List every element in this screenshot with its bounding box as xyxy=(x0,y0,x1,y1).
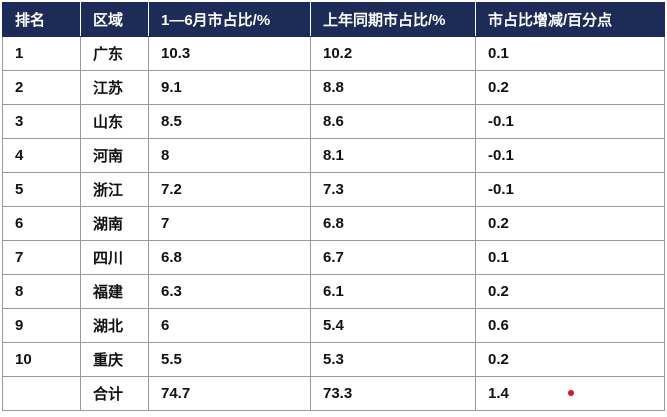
header-cell: 排名 xyxy=(2,2,81,37)
table-cell: 0.6 xyxy=(475,308,665,343)
table-cell: 5.4 xyxy=(310,308,476,343)
table-cell: 0.1 xyxy=(475,240,665,275)
table-cell: 0.2 xyxy=(475,342,665,377)
table-cell: 合计 xyxy=(80,376,149,411)
table-cell: 江苏 xyxy=(80,70,149,105)
table-row: 1 广东 10.3 10.2 0.1 xyxy=(2,36,665,71)
table-cell: 7 xyxy=(148,206,311,241)
table-row: 4 河南 8 8.1 -0.1 xyxy=(2,138,665,173)
table-cell: 8.6 xyxy=(310,104,476,139)
table-cell: 1.4 xyxy=(475,376,665,411)
table-cell: 河南 xyxy=(80,138,149,173)
table-cell: 5.5 xyxy=(148,342,311,377)
table-row: 10 重庆 5.5 5.3 0.2 xyxy=(2,342,665,377)
table-cell: 6 xyxy=(148,308,311,343)
table-cell: -0.1 xyxy=(475,172,665,207)
table-cell: 2 xyxy=(2,70,81,105)
table-cell: 9.1 xyxy=(148,70,311,105)
table-cell: 0.2 xyxy=(475,206,665,241)
table-cell: 8.8 xyxy=(310,70,476,105)
table-cell: 8.5 xyxy=(148,104,311,139)
table-cell: 广东 xyxy=(80,36,149,71)
decorative-dot xyxy=(568,390,574,396)
table-row: 8 福建 6.3 6.1 0.2 xyxy=(2,274,665,309)
header-cell: 区域 xyxy=(80,2,149,37)
table-row: 7 四川 6.8 6.7 0.1 xyxy=(2,240,665,275)
table-cell: 8.1 xyxy=(310,138,476,173)
table-cell: 山东 xyxy=(80,104,149,139)
table-row: 3 山东 8.5 8.6 -0.1 xyxy=(2,104,665,139)
table-cell: 6.8 xyxy=(310,206,476,241)
table-cell: 74.7 xyxy=(148,376,311,411)
table-cell: 73.3 xyxy=(310,376,476,411)
table-body: 1 广东 10.3 10.2 0.1 2 江苏 9.1 8.8 0.2 3 山东 8.5 8.6 -0.1 4… xyxy=(2,36,665,411)
table-cell: 6.7 xyxy=(310,240,476,275)
table-cell: 6 xyxy=(2,206,81,241)
header-cell: 市占比增减/百分点 xyxy=(475,2,665,37)
table-cell: 3 xyxy=(2,104,81,139)
table-cell: 8 xyxy=(148,138,311,173)
table-row: 6 湖南 7 6.8 0.2 xyxy=(2,206,665,241)
table-cell: 5.3 xyxy=(310,342,476,377)
table-cell: 7.2 xyxy=(148,172,311,207)
table-row: 合计 74.7 73.3 1.4 xyxy=(2,376,665,411)
table-cell: 7 xyxy=(2,240,81,275)
table-cell: 6.3 xyxy=(148,274,311,309)
table-cell: 湖南 xyxy=(80,206,149,241)
table-cell: 8 xyxy=(2,274,81,309)
table-row: 2 江苏 9.1 8.8 0.2 xyxy=(2,70,665,105)
table-cell: 4 xyxy=(2,138,81,173)
table-cell: 10.3 xyxy=(148,36,311,71)
header-cell: 1—6月市占比/% xyxy=(148,2,311,37)
table-cell: 6.1 xyxy=(310,274,476,309)
table-cell xyxy=(2,376,81,411)
table-cell: 5 xyxy=(2,172,81,207)
table-cell: -0.1 xyxy=(475,138,665,173)
table-cell: -0.1 xyxy=(475,104,665,139)
table-cell: 浙江 xyxy=(80,172,149,207)
table-cell: 1 xyxy=(2,36,81,71)
table-cell: 0.1 xyxy=(475,36,665,71)
table-cell: 6.8 xyxy=(148,240,311,275)
table-cell: 0.2 xyxy=(475,70,665,105)
table-cell: 重庆 xyxy=(80,342,149,377)
header-cell: 上年同期市占比/% xyxy=(310,2,476,37)
table-cell: 四川 xyxy=(80,240,149,275)
table-cell: 湖北 xyxy=(80,308,149,343)
table-cell: 10 xyxy=(2,342,81,377)
table-cell: 7.3 xyxy=(310,172,476,207)
data-table: 排名 区域 1—6月市占比/% 上年同期市占比/% 市占比增减/百分点 1 广东 10.3 1… xyxy=(2,2,665,411)
table-cell: 0.2 xyxy=(475,274,665,309)
table-row: 9 湖北 6 5.4 0.6 xyxy=(2,308,665,343)
table-cell: 福建 xyxy=(80,274,149,309)
header-row: 排名 区域 1—6月市占比/% 上年同期市占比/% 市占比增减/百分点 xyxy=(2,2,665,37)
table-cell: 10.2 xyxy=(310,36,476,71)
table-cell: 9 xyxy=(2,308,81,343)
table-row: 5 浙江 7.2 7.3 -0.1 xyxy=(2,172,665,207)
